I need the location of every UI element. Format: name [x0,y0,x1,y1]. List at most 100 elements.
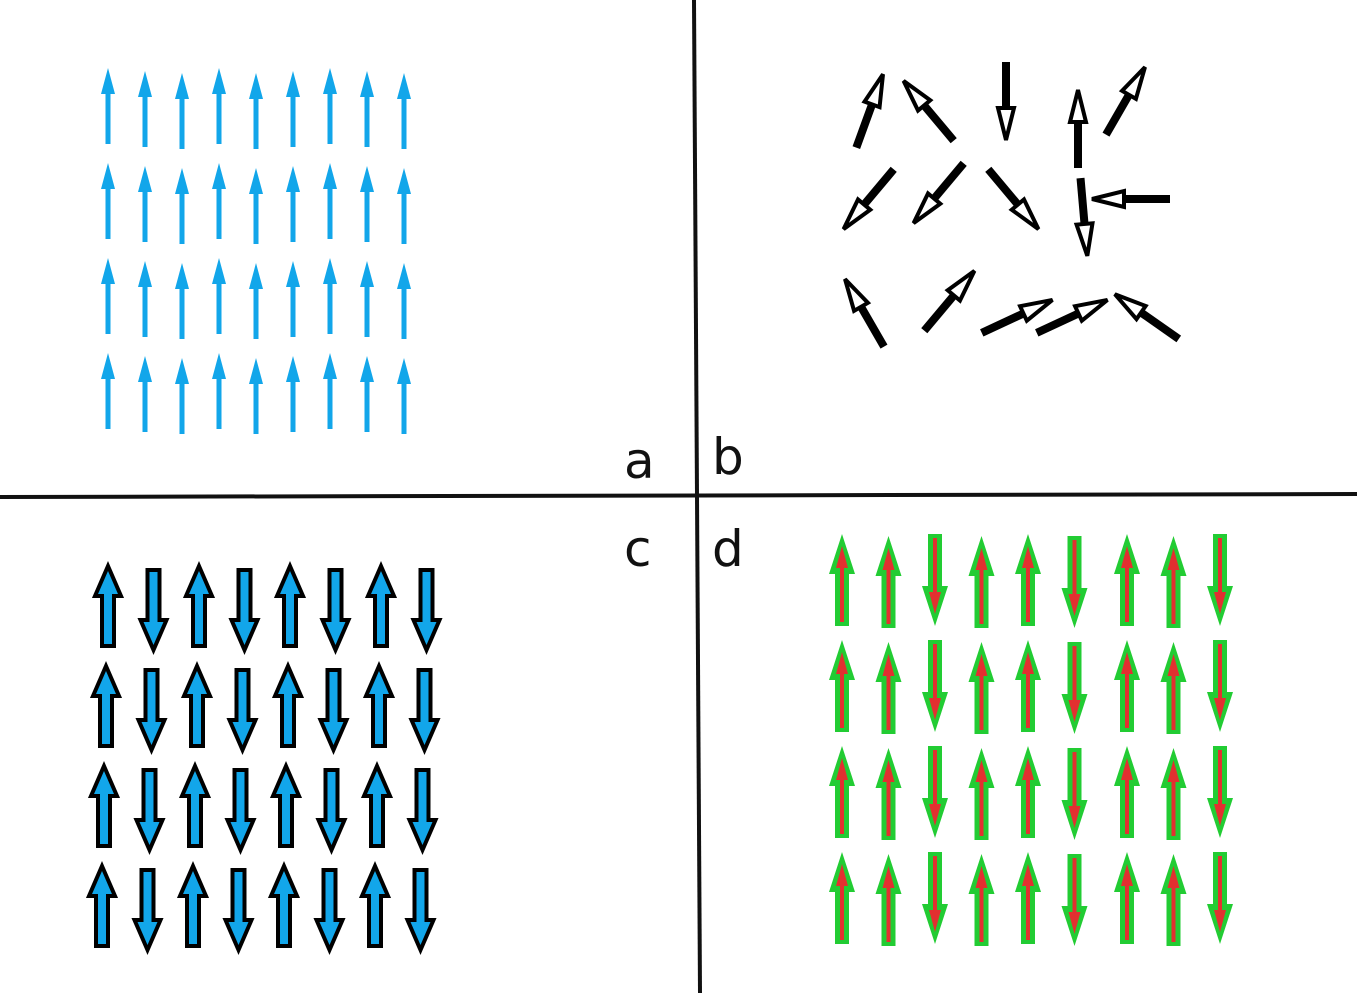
spin-arrow-up [829,640,855,732]
spin-arrow-up [212,68,226,144]
spin-arrow-down [131,868,164,956]
spin-arrow-up [1114,852,1140,944]
spin-arrow-up [212,353,226,429]
random-spin-arrow [921,269,977,334]
random-spin-arrow [1067,89,1089,168]
spin-arrow-up [101,258,115,334]
spin-arrow-down [1061,854,1088,946]
spin-arrow-up [267,860,301,948]
random-spin-arrow [1073,177,1095,257]
spin-arrow-up [875,748,902,840]
spin-arrow-down [404,868,437,956]
spin-arrow-up [1015,746,1041,838]
spin-arrow-up [101,68,115,144]
spin-arrow-up [286,261,300,337]
spin-arrow-down [1207,534,1233,626]
spin-arrow-up [360,166,374,242]
spin-arrow-down [135,668,168,756]
spin-arrow-up [212,163,226,239]
random-spin-arrow [1102,65,1147,137]
random-spin-arrow [852,73,885,149]
spin-arrow-down [319,568,352,656]
spin-arrow-up [1160,642,1187,734]
random-spin-arrow [911,160,967,225]
spin-arrow-up [101,163,115,239]
spin-arrow-up [1015,852,1041,944]
spin-arrow-up [1160,536,1187,628]
spin-arrow-up [286,166,300,242]
spin-arrow-down [1061,536,1088,628]
spin-arrow-up [175,168,189,244]
spin-arrow-up [101,353,115,429]
spin-arrow-down [317,668,350,756]
spin-arrow-down [133,768,166,856]
spin-arrow-down [922,746,948,838]
spin-arrow-up [397,263,411,339]
spin-arrow-up [323,353,337,429]
spin-arrow-up [364,560,398,648]
random-spin-arrow [901,79,957,144]
spin-arrow-up [138,261,152,337]
spin-arrow-up [323,258,337,334]
spin-arrow-up [180,660,214,748]
spin-arrow-up [875,854,902,946]
spin-arrow-down [315,768,348,856]
horizontal-divider [0,492,1357,499]
spin-arrow-up [968,642,995,734]
random-spin-arrow [1035,297,1109,337]
spin-arrow-down [1207,746,1233,838]
spin-arrow-up [360,760,394,848]
spin-arrow-down [406,768,439,856]
panel-label-b: b [712,428,744,486]
spin-arrow-down [226,668,259,756]
panel-d-ferrimagnetic [829,534,1233,946]
spin-arrow-up [1160,854,1187,946]
spin-arrow-down [224,768,257,856]
spin-arrow-up [323,68,337,144]
spin-arrow-up [269,760,303,848]
spin-arrow-down [410,568,443,656]
spin-arrow-up [85,860,119,948]
spin-arrow-up [212,258,226,334]
spin-arrow-up [89,660,123,748]
spin-arrow-up [1114,746,1140,838]
spin-arrow-up [273,560,307,648]
spin-arrow-up [1015,534,1041,626]
spin-arrow-down [922,534,948,626]
spin-arrow-up [397,358,411,434]
spin-arrow-up [138,356,152,432]
spin-arrow-down [137,568,170,656]
spin-arrow-up [286,356,300,432]
spin-arrow-up [175,73,189,149]
spin-arrow-down [408,668,441,756]
random-spin-arrow [985,166,1041,231]
spin-arrow-up [968,854,995,946]
spin-arrow-up [360,356,374,432]
spin-arrow-down [1207,640,1233,732]
random-spin-arrow [1091,188,1170,210]
spin-arrow-up [323,163,337,239]
spin-arrow-up [175,358,189,434]
spin-arrow-up [91,560,125,648]
random-spin-arrow [995,62,1017,141]
spin-arrow-up [968,536,995,628]
random-spin-arrow [1113,292,1182,343]
random-spin-arrow [843,277,888,349]
spin-arrow-up [358,860,392,948]
spin-arrow-up [875,536,902,628]
panel-label-d: d [712,520,744,578]
spin-arrow-down [313,868,346,956]
spin-arrow-up [875,642,902,734]
spin-arrow-up [362,660,396,748]
spin-arrow-up [1015,640,1041,732]
spin-arrow-up [178,760,212,848]
spin-arrow-up [182,560,216,648]
spin-arrow-down [1061,642,1088,734]
spin-arrow-down [222,868,255,956]
spin-arrow-up [138,71,152,147]
spin-arrow-up [176,860,210,948]
spin-arrow-up [138,166,152,242]
spin-arrow-up [175,263,189,339]
spin-arrow-down [1061,748,1088,840]
